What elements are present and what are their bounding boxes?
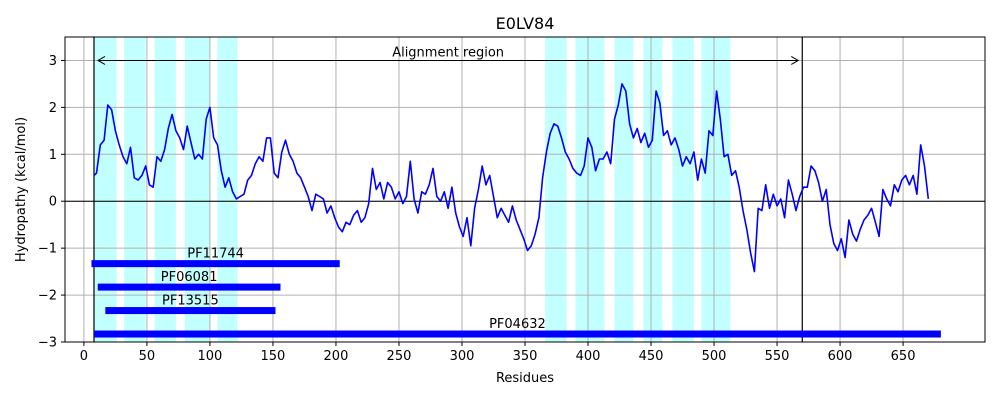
y-tick-label: −2 (38, 289, 57, 304)
x-tick-label: 200 (324, 349, 349, 364)
y-tick-label: 0 (49, 195, 57, 210)
highlight-region-5 (217, 37, 238, 342)
x-tick-label: 550 (765, 349, 790, 364)
hydropathy-line-1 (93, 83, 930, 273)
highlight-region-8 (614, 37, 634, 342)
domain-bar-PF06081 (97, 283, 281, 291)
highlight-region-1 (93, 37, 117, 342)
x-tick-label: 100 (198, 349, 223, 364)
x-tick-label: 450 (639, 349, 664, 364)
alignment-arrow: Alignment region (96, 45, 800, 65)
x-tick-label: 50 (139, 349, 156, 364)
highlight-region-2 (124, 37, 146, 342)
chart-title: E0LV84 (496, 14, 555, 33)
x-tick-label: 400 (576, 349, 601, 364)
highlight-region-7 (575, 37, 605, 342)
x-axis-label: Residues (496, 371, 554, 386)
y-tick-label: −3 (38, 336, 57, 351)
y-tick-label: 3 (49, 54, 57, 69)
domain-bar-PF13515 (105, 307, 276, 315)
domain-label-PF04632: PF04632 (489, 317, 546, 332)
x-tick-label: 150 (261, 349, 286, 364)
domain-label-PF06081: PF06081 (161, 270, 218, 285)
y-tick-label: 2 (49, 101, 57, 116)
domain-bars: PF11744 PF06081 PF13515 PF04632 (91, 247, 941, 338)
y-axis-label: Hydropathy (kcal/mol) (14, 117, 29, 262)
highlight-region-6 (545, 37, 567, 342)
y-tick-label: 1 (49, 148, 57, 163)
alignment-arrow-head-left (96, 56, 106, 65)
highlight-region-10 (672, 37, 694, 342)
domain-bar-PF11744 (91, 260, 340, 268)
domain-label-PF11744: PF11744 (187, 247, 244, 262)
x-tick-label: 350 (513, 349, 538, 364)
highlight-region-11 (701, 37, 731, 342)
domain-bar-PF04632 (93, 330, 941, 338)
x-tick-label: 500 (702, 349, 727, 364)
domain-label-PF13515: PF13515 (162, 294, 219, 309)
alignment-arrow-head-right (791, 56, 800, 65)
hydropathy-series (93, 83, 930, 273)
x-tick-label: 650 (891, 349, 916, 364)
x-tick-label: 300 (450, 349, 475, 364)
highlight-region-4 (184, 37, 210, 342)
x-tick-label: 600 (828, 349, 853, 364)
highlight-region-9 (643, 37, 663, 342)
axis-ticks: 0 50 100 150 200 250 300 350 400 450 500 550 600 650 −… (38, 54, 916, 364)
alignment-region-label: Alignment region (392, 45, 504, 60)
x-tick-label: 250 (387, 349, 412, 364)
x-tick-label: 0 (80, 349, 88, 364)
y-tick-label: −1 (38, 242, 57, 257)
